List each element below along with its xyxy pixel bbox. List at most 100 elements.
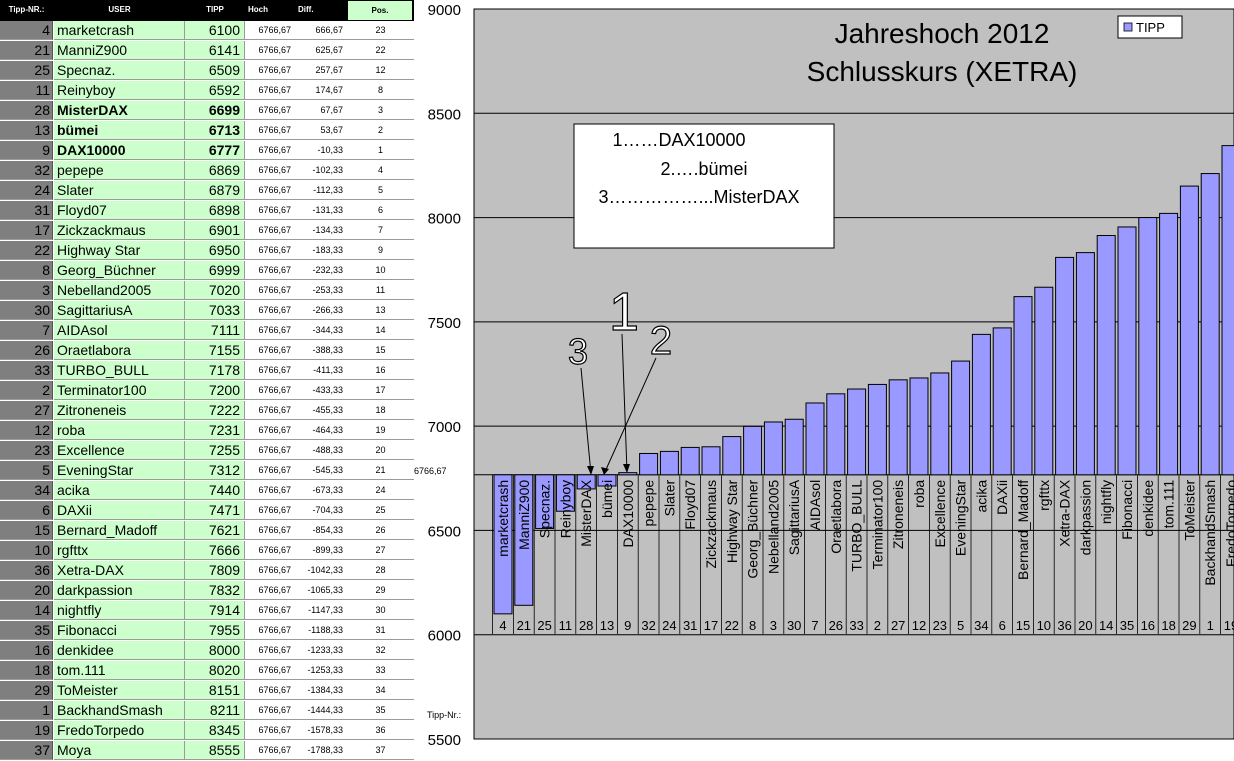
tipp-nr-cell: 30	[0, 301, 53, 320]
table-row: 14 nightfly 7914 6766,67 -1147,33 30	[0, 601, 414, 621]
table-row: 11 Reinyboy 6592 6766,67 174,67 8	[0, 81, 414, 101]
user-cell: marketcrash	[54, 21, 185, 40]
tipp-cell: 8555	[185, 741, 245, 760]
hoch-cell: 6766,67	[245, 201, 295, 220]
y-tick-label: 8500	[428, 106, 461, 123]
tipp-nr-label: 33	[849, 618, 863, 633]
tipp-nr-cell: 5	[0, 461, 53, 480]
category-label: DAX10000	[620, 480, 636, 548]
arrow-2	[603, 357, 657, 475]
category-label: roba	[911, 480, 927, 508]
tipp-nr-cell: 25	[0, 61, 53, 80]
tipp-nr-cell: 31	[0, 201, 53, 220]
y-tick-label: 7000	[428, 419, 461, 436]
category-label: ToMeister	[1181, 479, 1197, 540]
tipp-cell: 7832	[185, 581, 245, 600]
table-row: 5 EveningStar 7312 6766,67 -545,33 21	[0, 461, 414, 481]
spreadsheet-table: Tipp-NR.: USER TIPP Hoch Diff. Pos. 4 mar…	[0, 0, 414, 760]
hoch-cell: 6766,67	[245, 681, 295, 700]
tipp-nr-cell: 6	[0, 501, 53, 520]
diff-cell: -344,33	[295, 321, 347, 340]
tipp-nr-label: 32	[641, 618, 655, 633]
chart-title: Jahreshoch 2012	[835, 18, 1050, 49]
table-row: 4 marketcrash 6100 6766,67 666,67 23	[0, 21, 414, 41]
tipp-nr-label: 26	[829, 618, 843, 633]
user-cell: Georg_Büchner	[54, 261, 185, 280]
user-cell: AIDAsol	[54, 321, 185, 340]
bar	[867, 383, 887, 476]
tipp-nr-cell: 36	[0, 561, 53, 580]
category-label: Nebelland2005	[765, 480, 781, 574]
tipp-cell: 6869	[185, 161, 245, 180]
category-label: denkidee	[1140, 480, 1156, 537]
bar	[514, 474, 534, 606]
table-row: 24 Slater 6879 6766,67 -112,33 5	[0, 181, 414, 201]
header-tipp: TIPP	[206, 5, 224, 14]
user-cell: Specnaz.	[54, 61, 185, 80]
hoch-cell: 6766,67	[245, 541, 295, 560]
tipp-nr-label: 27	[891, 618, 905, 633]
user-cell: TURBO_BULL	[54, 361, 185, 380]
bar	[576, 474, 596, 490]
hoch-cell: 6766,67	[245, 321, 295, 340]
tipp-nr-cell: 12	[0, 421, 53, 440]
pos-cell: 5	[347, 181, 414, 200]
table-row: 17 Zickzackmaus 6901 6766,67 -134,33 7	[0, 221, 414, 241]
tipp-nr-label: 19	[1224, 618, 1234, 633]
pos-cell: 10	[347, 261, 414, 280]
table-row: 9 DAX10000 6777 6766,67 -10,33 1	[0, 141, 414, 161]
bar	[826, 393, 846, 476]
tipp-cell: 8345	[185, 721, 245, 740]
diff-cell: -112,33	[295, 181, 347, 200]
pos-cell: 28	[347, 561, 414, 580]
tipp-cell: 7020	[185, 281, 245, 300]
tipp-nr-label: 25	[537, 618, 551, 633]
tipp-nr-cell: 28	[0, 101, 53, 120]
hoch-cell: 6766,67	[245, 741, 295, 760]
hoch-cell: 6766,67	[245, 141, 295, 160]
category-label: FredoTorpedo	[1223, 480, 1234, 567]
pos-cell: 8	[347, 81, 414, 100]
arrow-3	[580, 367, 592, 475]
bar	[971, 333, 991, 476]
category-label: SagittariusA	[786, 479, 802, 555]
tipp-cell: 6999	[185, 261, 245, 280]
marker-1: 1	[609, 282, 639, 342]
user-cell: FredoTorpedo	[54, 721, 185, 740]
table-row: 30 SagittariusA 7033 6766,67 -266,33 13	[0, 301, 414, 321]
bar	[930, 372, 950, 476]
tipp-nr-cell: 32	[0, 161, 53, 180]
pos-cell: 22	[347, 41, 414, 60]
bar	[1075, 252, 1095, 476]
x-axis-label: Tipp-Nr.:	[427, 710, 461, 720]
hoch-cell: 6766,67	[245, 281, 295, 300]
pos-cell: 12	[347, 61, 414, 80]
tipp-nr-label: 13	[600, 618, 614, 633]
tipp-cell: 8000	[185, 641, 245, 660]
tipp-cell: 7155	[185, 341, 245, 360]
diff-cell: 625,67	[295, 41, 347, 60]
diff-cell: -455,33	[295, 401, 347, 420]
tipp-nr-label: 12	[912, 618, 926, 633]
pos-cell: 29	[347, 581, 414, 600]
tipp-nr-label: 2	[874, 618, 881, 633]
tipp-cell: 7471	[185, 501, 245, 520]
table-row: 26 Oraetlabora 7155 6766,67 -388,33 15	[0, 341, 414, 361]
user-cell: Floyd07	[54, 201, 185, 220]
hoch-cell: 6766,67	[245, 21, 295, 40]
tipp-nr-label: 22	[725, 618, 739, 633]
tipp-nr-cell: 4	[0, 21, 53, 40]
tipp-cell: 7255	[185, 441, 245, 460]
pos-cell: 13	[347, 301, 414, 320]
tipp-nr-cell: 21	[0, 41, 53, 60]
user-cell: Xetra-DAX	[54, 561, 185, 580]
tipp-nr-cell: 16	[0, 641, 53, 660]
user-cell: rgfttx	[54, 541, 185, 560]
tipp-nr-cell: 33	[0, 361, 53, 380]
pos-cell: 31	[347, 621, 414, 640]
legend-swatch	[1123, 22, 1133, 32]
tipp-nr-cell: 14	[0, 601, 53, 620]
tipp-cell: 6699	[185, 101, 245, 120]
tipp-cell: 6141	[185, 41, 245, 60]
table-row: 20 darkpassion 7832 6766,67 -1065,33 29	[0, 581, 414, 601]
